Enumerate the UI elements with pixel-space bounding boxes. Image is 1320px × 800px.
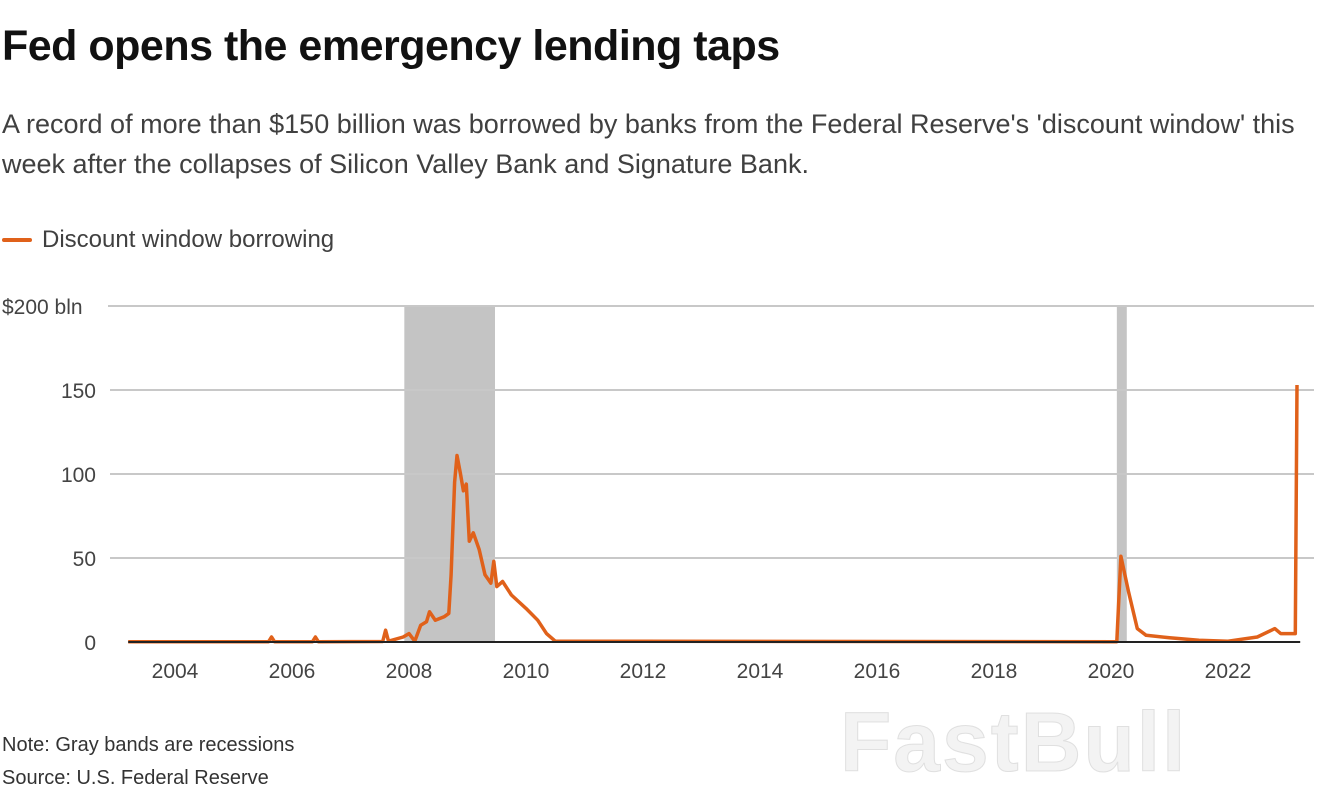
legend-swatch — [2, 238, 32, 242]
x-tick-label: 2022 — [1205, 660, 1252, 683]
x-tick-label: 2016 — [854, 660, 901, 683]
x-tick-label: 2004 — [152, 660, 199, 683]
x-tick-label: 2012 — [620, 660, 667, 683]
x-tick-label: 2008 — [386, 660, 433, 683]
legend-label: Discount window borrowing — [42, 226, 335, 253]
chart-title: Fed opens the emergency lending taps — [2, 22, 780, 70]
x-tick-label: 2006 — [269, 660, 316, 683]
y-tick-label: 50 — [73, 548, 96, 571]
x-tick-label: 2010 — [503, 660, 550, 683]
y-tick-label: 0 — [84, 632, 96, 655]
series-line-discount-window — [128, 384, 1299, 644]
y-tick-label: $200 bln — [2, 296, 83, 319]
watermark: FastBull — [839, 695, 1188, 789]
note: Note: Gray bands are recessions — [2, 734, 295, 756]
x-tick-label: 2014 — [737, 660, 784, 683]
chart-subtitle: A record of more than $150 billion was b… — [2, 109, 1295, 179]
y-tick-label: 100 — [61, 464, 96, 487]
x-tick-label: 2020 — [1088, 660, 1135, 683]
legend: Discount window borrowing — [2, 226, 334, 254]
y-tick-label: 150 — [61, 380, 96, 403]
source: Source: U.S. Federal Reserve — [2, 767, 269, 789]
x-tick-label: 2018 — [971, 660, 1018, 683]
